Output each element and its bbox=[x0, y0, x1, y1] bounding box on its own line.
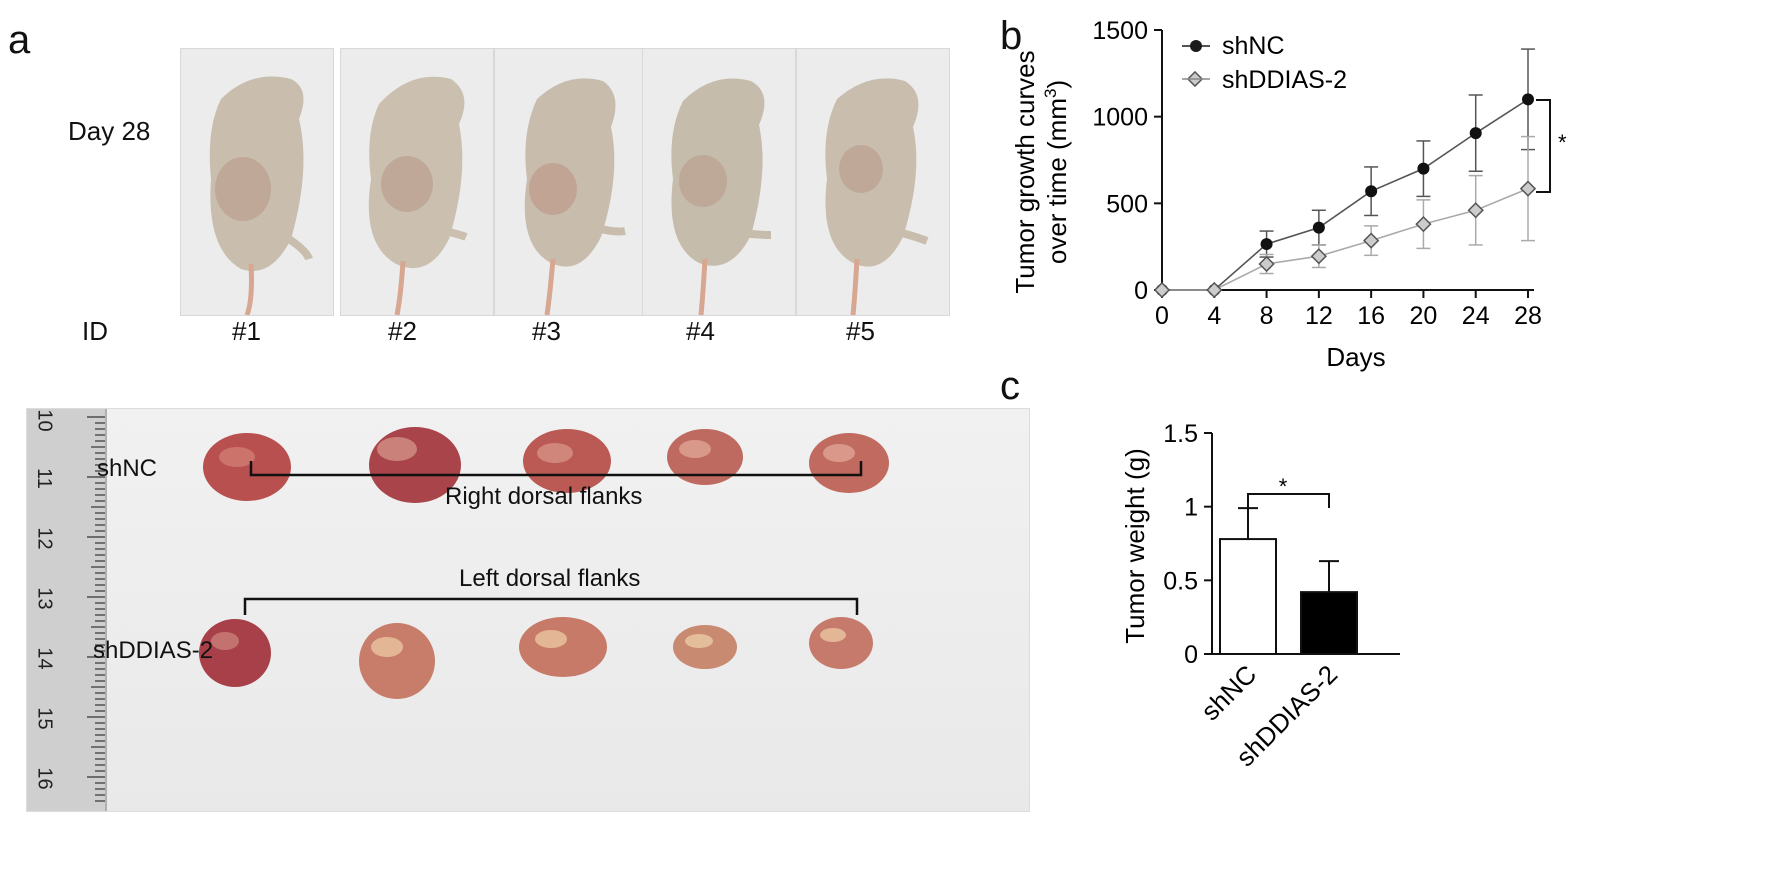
tumor-growth-chart: 0 500 1000 1500 0 4 8 12 16 20 24 28 Tumor growth c… bbox=[1010, 17, 1567, 372]
chart-c-ytick-label: 1 bbox=[1184, 494, 1198, 522]
series-line-1 bbox=[1162, 187, 1529, 291]
chart-b-ytick-label: 500 bbox=[1106, 190, 1148, 218]
significance-bracket-c bbox=[1247, 493, 1330, 508]
tumor-top-1 bbox=[203, 433, 291, 501]
data-point-shnc bbox=[1417, 162, 1430, 175]
data-point-shnc bbox=[1260, 238, 1273, 251]
chart-b-xlabel: Days bbox=[1326, 342, 1385, 372]
significance-bracket-b bbox=[1536, 99, 1551, 193]
chart-c-ytick-label: 0.5 bbox=[1163, 567, 1198, 595]
data-point-shnc bbox=[1365, 185, 1378, 198]
mouse-photo-5 bbox=[796, 48, 950, 316]
data-point-shddias2 bbox=[1519, 180, 1537, 197]
chart-b-xtick-label: 24 bbox=[1462, 302, 1490, 330]
tumor-tray-photo: 10 11 12 13 14 15 16 shNC shDDIAS-2 Righ… bbox=[26, 408, 1030, 812]
data-point-shnc bbox=[1312, 221, 1325, 234]
tumor-bottom-1 bbox=[199, 619, 271, 687]
panel-b-letter: b bbox=[1000, 14, 1023, 58]
chart-b-legend: shNC shDDIAS-2 bbox=[1182, 32, 1347, 94]
chart-b-xtick-label: 4 bbox=[1207, 302, 1221, 330]
chart-b-ylabel-line1: Tumor growth curves bbox=[1010, 50, 1040, 293]
data-point-shddias2 bbox=[1206, 281, 1223, 299]
panel-a-letter: a bbox=[8, 18, 31, 62]
group-label-shddias2: shDDIAS-2 bbox=[93, 637, 214, 664]
bracket-label-right: Right dorsal flanks bbox=[445, 483, 643, 510]
tumor-top-2 bbox=[369, 427, 461, 503]
chart-b-ylabel-line2: over time (mm3) bbox=[1041, 80, 1072, 264]
chart-b-ytick-label: 1000 bbox=[1092, 104, 1148, 132]
bracket-left-dorsal bbox=[243, 597, 859, 615]
ruler: 10 11 12 13 14 15 16 bbox=[27, 409, 107, 811]
bar-0 bbox=[1219, 538, 1277, 655]
data-point-shnc bbox=[1469, 127, 1482, 140]
chart-c-ylabel: Tumor weight (g) bbox=[1120, 448, 1150, 644]
chart-b-xtick-label: 8 bbox=[1260, 302, 1274, 330]
tumor-top-4 bbox=[667, 429, 743, 485]
id-3: #3 bbox=[532, 316, 561, 346]
id-1: #1 bbox=[232, 316, 261, 346]
mouse-photo-2 bbox=[340, 48, 494, 316]
tumor-bottom-4 bbox=[673, 625, 737, 669]
data-point-shddias2 bbox=[1153, 281, 1171, 299]
tumor-top-3 bbox=[523, 429, 611, 493]
data-point-shddias2 bbox=[1467, 202, 1484, 219]
chart-b-xtick-label: 28 bbox=[1514, 302, 1542, 330]
chart-b-ytick-label: 1500 bbox=[1092, 17, 1148, 45]
id-2: #2 bbox=[388, 316, 417, 346]
chart-b-xtick-label: 12 bbox=[1305, 302, 1333, 330]
tumor-bottom-3 bbox=[519, 617, 607, 677]
legend-shnc: shNC bbox=[1222, 32, 1285, 60]
bar-1 bbox=[1300, 591, 1358, 655]
data-point-shnc bbox=[1522, 93, 1534, 106]
data-point-shddias2 bbox=[1415, 216, 1432, 233]
series-line-0 bbox=[1162, 98, 1529, 291]
panel-c-letter: c bbox=[1000, 364, 1020, 408]
tumor-samples bbox=[199, 427, 889, 699]
day-label: Day 28 bbox=[68, 116, 151, 146]
chart-c-ytick-label: 0 bbox=[1184, 641, 1198, 669]
legend-shddias2: shDDIAS-2 bbox=[1222, 66, 1347, 94]
mouse-photo-4 bbox=[642, 48, 796, 316]
tumor-bottom-5 bbox=[809, 617, 873, 669]
mouse-photo-1 bbox=[180, 48, 334, 316]
chart-b-xtick-label: 20 bbox=[1410, 302, 1438, 330]
bracket-right-dorsal bbox=[249, 461, 863, 477]
id-header: ID bbox=[82, 316, 108, 346]
chart-c-category-label: shNC bbox=[1195, 659, 1262, 726]
tumor-top-5 bbox=[809, 433, 889, 493]
id-4: #4 bbox=[686, 316, 715, 346]
mouse-photo-3 bbox=[494, 48, 648, 316]
data-point-shddias2 bbox=[1258, 255, 1275, 273]
id-5: #5 bbox=[846, 316, 875, 346]
chart-b-xtick-label: 0 bbox=[1155, 302, 1169, 330]
data-point-shddias2 bbox=[1363, 232, 1380, 249]
chart-c-ytick-label: 1.5 bbox=[1163, 420, 1198, 448]
group-label-shnc: shNC bbox=[97, 455, 158, 482]
significance-star-c: * bbox=[1279, 474, 1288, 499]
tumor-bottom-2 bbox=[359, 623, 435, 699]
bracket-label-left: Left dorsal flanks bbox=[459, 565, 641, 592]
chart-b-ytick-label: 0 bbox=[1134, 277, 1148, 305]
data-point-shddias2 bbox=[1310, 248, 1327, 265]
chart-b-xtick-label: 16 bbox=[1357, 302, 1385, 330]
significance-star-b: * bbox=[1558, 130, 1567, 155]
